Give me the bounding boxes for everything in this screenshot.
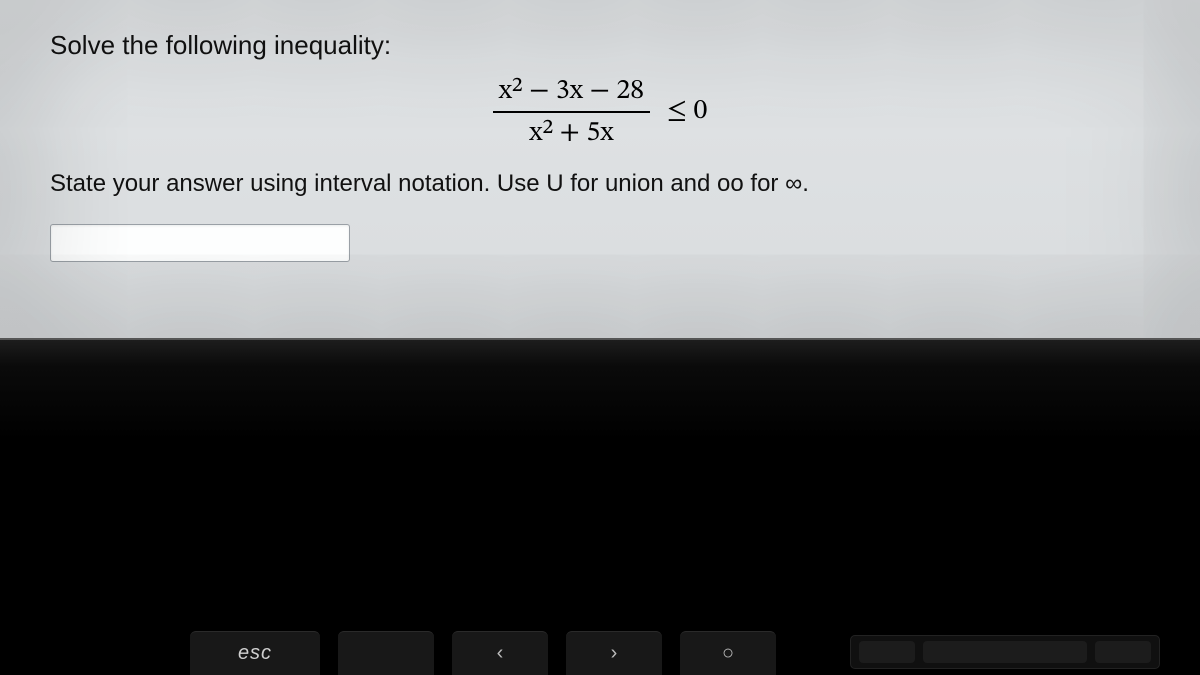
- fn-key-forward[interactable]: ›: [566, 631, 662, 675]
- relation-rhs: ≤ 0: [667, 97, 708, 127]
- touch-bar[interactable]: [850, 635, 1160, 669]
- answer-input[interactable]: [50, 224, 350, 262]
- touch-bar-chip[interactable]: [1095, 641, 1151, 663]
- question-panel: Solve the following inequality: x² − 3x …: [0, 0, 1200, 340]
- numerator: x² − 3x − 28: [493, 73, 651, 113]
- fn-key-back[interactable]: ‹: [452, 631, 548, 675]
- denominator: x² + 5x: [493, 113, 651, 151]
- inequality-expression: x² − 3x − 28 x² + 5x ≤ 0: [50, 73, 1150, 152]
- touch-bar-chip[interactable]: [859, 641, 915, 663]
- fn-key-search[interactable]: ○: [680, 631, 776, 675]
- esc-key[interactable]: esc: [190, 631, 320, 675]
- keyboard-row: esc ‹ › ○: [0, 623, 1200, 675]
- touch-bar-chip[interactable]: [923, 641, 1087, 663]
- fraction: x² − 3x − 28 x² + 5x: [493, 73, 651, 152]
- fn-key-blank[interactable]: [338, 631, 434, 675]
- prompt-text: Solve the following inequality:: [50, 30, 1150, 61]
- instruction-text: State your answer using interval notatio…: [50, 170, 1150, 198]
